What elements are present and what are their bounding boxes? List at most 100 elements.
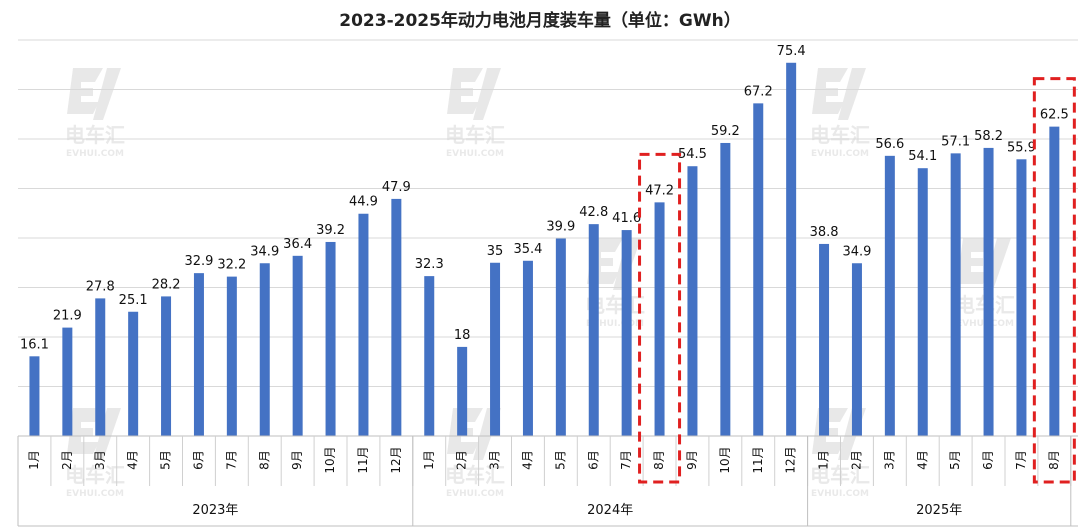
value-labels: 16.1 21.9 27.8 25.1 28.232.9 32.2 34.9 36.4 39.2… (20, 44, 1069, 353)
watermark-logo: 电车汇 EVHUI.COM (445, 68, 505, 159)
bar-value-label: 55.9 (1007, 140, 1036, 155)
bar (720, 142, 731, 436)
bar (325, 241, 336, 436)
x-tick-label: 2月 (60, 450, 74, 470)
watermark-brand-en: EVHUI.COM (586, 319, 644, 329)
bar-value-label: 59.2 (711, 124, 740, 139)
x-tick-label: 12月 (389, 446, 403, 473)
x-tick-label: 10月 (718, 446, 732, 473)
bar (424, 276, 435, 436)
bar-value-label: 38.8 (810, 225, 839, 240)
bar-value-label: 16.1 (20, 337, 49, 352)
bar-value-label: 36.4 (283, 237, 312, 252)
bar-value-label: 28.2 (152, 277, 181, 292)
bar-value-label: 34.9 (842, 244, 871, 259)
year-group-label: 2024年 (587, 503, 633, 518)
x-tick-label: 7月 (1014, 450, 1028, 470)
watermark-brand-cn: 电车汇 (445, 123, 505, 147)
bar-value-label: 32.3 (415, 257, 444, 272)
watermark-brand-en: EVHUI.COM (446, 149, 504, 159)
x-tick-label: 6月 (981, 450, 995, 470)
bar-value-label: 54.1 (908, 149, 937, 164)
bar-value-label: 18 (454, 328, 471, 343)
watermark-brand-en: EVHUI.COM (446, 489, 504, 499)
bar (1049, 126, 1060, 437)
bar (654, 202, 665, 436)
year-group-label: 2023年 (192, 503, 238, 518)
bar (753, 103, 764, 437)
bar (786, 62, 797, 437)
x-tick-label: 8月 (652, 450, 666, 470)
bar-value-label: 21.9 (53, 309, 82, 324)
bar (95, 298, 106, 436)
x-tick-label: 1月 (27, 450, 41, 470)
watermark-logo: 电车汇 EVHUI.COM (810, 68, 870, 159)
watermark-brand-cn: 电车汇 (445, 463, 505, 487)
watermark-brand-en: EVHUI.COM (66, 489, 124, 499)
bar (29, 356, 40, 436)
bar-value-label: 42.8 (579, 205, 608, 220)
bar-value-label: 67.2 (744, 84, 773, 99)
bar-value-label: 62.5 (1040, 108, 1069, 123)
watermark-logo: 电车汇 EVHUI.COM (65, 408, 125, 499)
x-tick-label: 11月 (751, 446, 765, 473)
x-tick-label: 8月 (257, 450, 271, 470)
watermark-brand-en: EVHUI.COM (811, 489, 869, 499)
bar (358, 213, 369, 436)
bar (193, 273, 204, 436)
watermark-bolt-icon (93, 68, 121, 120)
x-tick-label: 5月 (159, 450, 173, 470)
x-tick-label: 12月 (784, 446, 798, 473)
bar-value-label: 75.4 (777, 44, 806, 59)
watermark-bolt-icon (473, 68, 501, 120)
x-tick-label: 6月 (191, 450, 205, 470)
x-axis: 1月 2月 3月 4月 5月 6月 7月 8月 9月 10月 11月 12月 2023年 1月 2月 3月 4月… (17, 435, 1078, 527)
bar-value-label: 54.5 (678, 147, 707, 162)
bar (819, 243, 830, 436)
watermark-brand-cn: 电车汇 (65, 463, 125, 487)
x-tick-label: 7月 (619, 450, 633, 470)
bar (621, 230, 632, 436)
bar-value-label: 35.4 (513, 242, 542, 257)
x-tick-label: 1月 (817, 450, 831, 470)
bar (457, 346, 468, 436)
bar-value-label: 25.1 (119, 293, 148, 308)
year-group-label: 2025年 (916, 503, 962, 518)
bar-value-label: 39.2 (316, 223, 345, 238)
x-tick-label: 4月 (520, 450, 534, 470)
bar-value-label: 57.1 (941, 134, 970, 149)
x-tick-label: 11月 (356, 446, 370, 473)
x-tick-label: 3月 (882, 450, 896, 470)
bar (259, 263, 270, 436)
highlight-boxes (638, 77, 1076, 484)
bar-value-label: 39.9 (546, 220, 575, 235)
watermark-e-icon (67, 408, 103, 454)
chart-title: 2023-2025年动力电池月度装车量（单位：GWh） (339, 10, 741, 31)
bar (1016, 159, 1027, 437)
x-tick-label: 3月 (488, 450, 502, 470)
bar (555, 238, 566, 436)
watermark-e-icon (812, 68, 848, 114)
watermark-brand-en: EVHUI.COM (66, 149, 124, 159)
watermark-brand-cn: 电车汇 (810, 123, 870, 147)
x-tick-label: 5月 (948, 450, 962, 470)
watermark-brand-cn: 电车汇 (65, 123, 125, 147)
bar (490, 262, 501, 436)
watermark-e-icon (447, 68, 483, 114)
bar-value-label: 47.9 (382, 180, 411, 195)
bar (292, 255, 303, 436)
bar-value-label: 58.2 (974, 129, 1003, 144)
x-tick-label: 4月 (126, 450, 140, 470)
highlight-box (1032, 77, 1076, 484)
x-tick-label: 7月 (224, 450, 238, 470)
bar (391, 198, 402, 436)
bar-value-label: 32.2 (217, 258, 246, 273)
bar (884, 155, 895, 436)
bar (161, 296, 172, 436)
bar-value-label: 41.6 (612, 211, 641, 226)
x-tick-label: 9月 (290, 450, 304, 470)
bar (851, 263, 862, 436)
x-tick-label: 1月 (422, 450, 436, 470)
